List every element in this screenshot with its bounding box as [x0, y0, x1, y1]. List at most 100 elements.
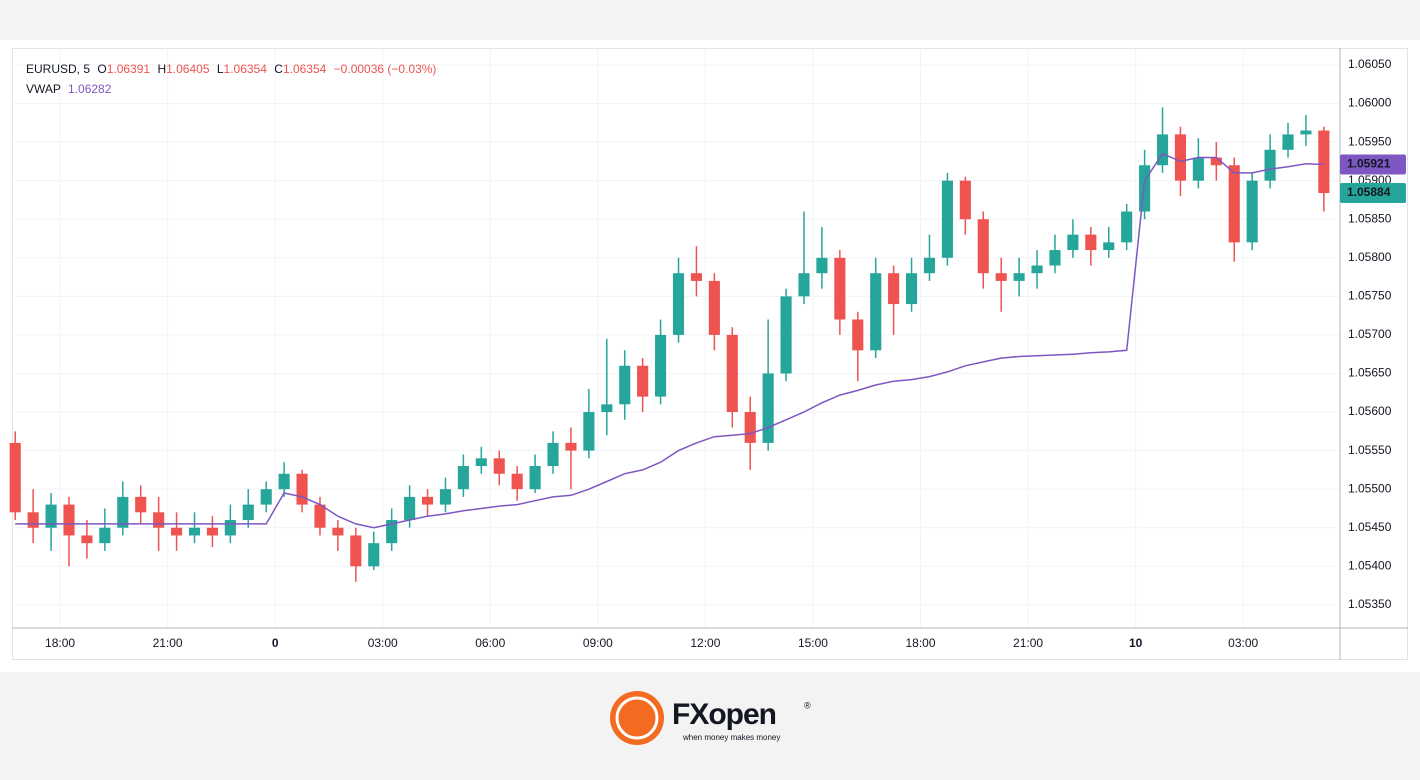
legend-change: −0.00036 (−0.03%) — [334, 62, 437, 76]
candle-body — [1031, 265, 1043, 274]
candle-body — [995, 273, 1007, 281]
y-tick-label: 1.05750 — [1348, 289, 1392, 303]
candle-body — [852, 319, 864, 351]
candle-body — [404, 496, 416, 521]
candle-body — [1318, 130, 1330, 193]
candle-body — [1192, 157, 1204, 181]
candle-body — [690, 273, 702, 281]
x-tick-label: 21:00 — [153, 636, 183, 650]
symbol: EURUSD, 5 — [26, 62, 90, 76]
x-tick-label: 0 — [272, 636, 279, 650]
legend-vwap: VWAP 1.06282 — [26, 82, 112, 96]
candle-body — [1210, 157, 1222, 166]
y-tick-label: 1.05800 — [1348, 250, 1392, 264]
candle-body — [1300, 130, 1312, 135]
logo-icon-ring — [615, 696, 659, 740]
candle-body — [529, 466, 541, 490]
candle-body — [941, 180, 953, 258]
candle-body — [314, 504, 326, 528]
candle-body — [332, 527, 344, 536]
candle-body — [816, 257, 828, 274]
vwap-line — [15, 152, 1324, 529]
candle-body — [565, 442, 577, 451]
x-tick-label: 12:00 — [690, 636, 720, 650]
candle-body — [45, 504, 57, 528]
candle-body — [278, 473, 290, 490]
candle-body — [655, 334, 667, 397]
candle-body — [637, 365, 649, 397]
candle-body — [171, 527, 183, 536]
legend-key: L — [217, 62, 224, 76]
candle-body — [242, 504, 254, 521]
candle-body — [547, 442, 559, 467]
legend-value: 1.06391 — [107, 62, 151, 76]
candle-body — [601, 404, 613, 413]
legend-value: 1.06354 — [224, 62, 268, 76]
y-tick-label: 1.05600 — [1348, 404, 1392, 418]
y-tick-label: 1.05400 — [1348, 558, 1392, 572]
logo-tagline: when money makes money — [682, 733, 780, 742]
axes: 1.05350 1.05400 1.05450 1.05500 1.05550 1.056… — [45, 57, 1406, 650]
candle-body — [99, 527, 111, 544]
candle-body — [81, 535, 93, 544]
candle-body — [1049, 250, 1061, 266]
last-price-label: 1.05884 — [1347, 185, 1391, 199]
candle-body — [1085, 234, 1097, 251]
candle-body — [439, 489, 452, 505]
candle-body — [780, 296, 792, 374]
candle-body — [672, 273, 685, 335]
candle-body — [583, 412, 595, 451]
candle-body — [870, 273, 882, 351]
candle-body — [1067, 234, 1079, 251]
candle-body — [1264, 149, 1276, 181]
vwap-price-label-bg — [1340, 154, 1406, 175]
candle-body — [1121, 211, 1133, 243]
vwap-price-label: 1.05921 — [1347, 157, 1391, 171]
candle-body — [206, 527, 218, 536]
candle-body — [888, 273, 900, 305]
candle-body — [475, 458, 487, 467]
candle-body — [260, 489, 272, 505]
candle-body — [511, 473, 523, 490]
candle-body — [1246, 180, 1258, 243]
x-tick-label: 18:00 — [45, 636, 75, 650]
candle-body — [798, 273, 810, 297]
candle-body — [27, 512, 39, 528]
candle-body — [63, 504, 75, 536]
candle-body — [421, 496, 434, 505]
x-tick-label: 18:00 — [906, 636, 936, 650]
x-tick-label: 15:00 — [798, 636, 828, 650]
candle-body — [1139, 165, 1151, 212]
candle-body — [726, 334, 738, 413]
candle-body — [224, 520, 236, 536]
x-tick-label: 21:00 — [1013, 636, 1043, 650]
candle-body — [1013, 273, 1025, 281]
candle-body — [762, 373, 774, 443]
logo-brand: FXopen — [672, 698, 776, 731]
y-tick-label: 1.05650 — [1348, 366, 1392, 380]
candle-body — [1156, 134, 1169, 166]
y-tick-label: 1.06000 — [1348, 96, 1392, 110]
x-tick-label: 06:00 — [475, 636, 505, 650]
candle-body — [959, 180, 971, 220]
y-tick-label: 1.05700 — [1348, 327, 1392, 341]
x-tick-label: 10 — [1129, 636, 1143, 650]
x-tick-label: 09:00 — [583, 636, 613, 650]
plot — [9, 107, 1330, 582]
candle-body — [368, 543, 380, 567]
candle-body — [619, 365, 631, 405]
legend-value: 1.06354 — [283, 62, 327, 76]
candle-body — [744, 412, 756, 443]
candle-body — [708, 280, 720, 335]
y-tick-label: 1.05850 — [1348, 211, 1392, 225]
footer — [0, 672, 1420, 780]
y-tick-label: 1.05450 — [1348, 520, 1392, 534]
candle-body — [1228, 165, 1240, 243]
legend-key: C — [274, 62, 283, 76]
last-price-label-bg — [1340, 183, 1406, 203]
legend-value: 1.06405 — [166, 62, 210, 76]
y-tick-label: 1.05350 — [1348, 597, 1392, 611]
candle-body — [117, 496, 129, 528]
candle-body — [457, 466, 469, 490]
